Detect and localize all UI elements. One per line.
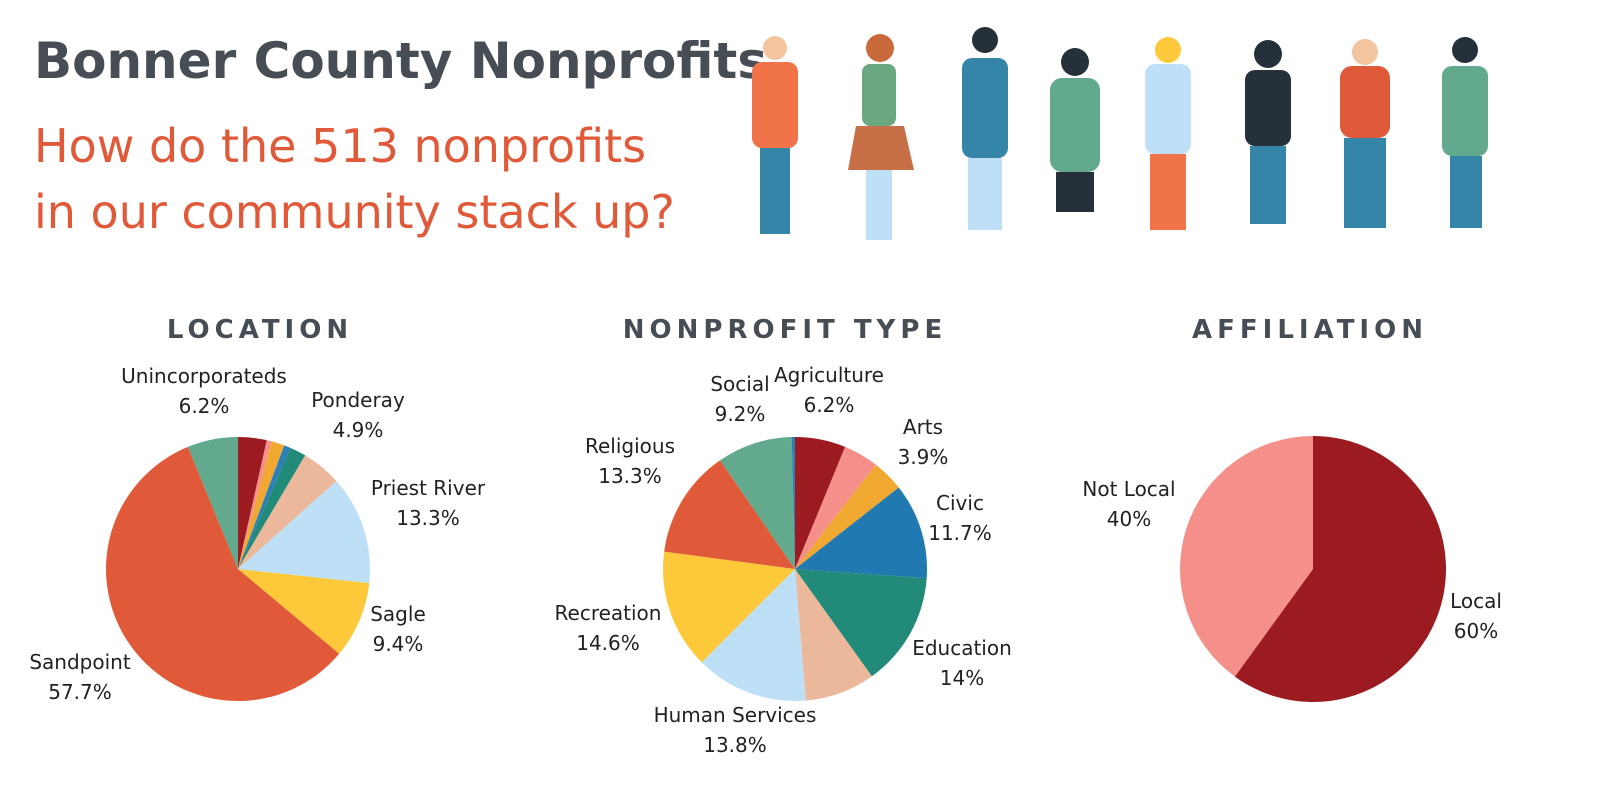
- person: [1145, 37, 1191, 230]
- person: [962, 27, 1008, 230]
- pie-slice: [238, 455, 337, 569]
- pie-slice: [795, 569, 872, 701]
- person: [1245, 40, 1291, 224]
- pie-slice: [238, 445, 291, 569]
- subtitle-line: How do the 513 nonprofits: [34, 119, 646, 173]
- pie-slice: [238, 440, 272, 569]
- slice-label: Agriculture: [774, 363, 884, 387]
- chart-title: NONPROFIT TYPE: [623, 315, 947, 345]
- pie-slice: [238, 437, 267, 569]
- slice-label: Sandpoint: [29, 650, 130, 674]
- slice-value-label: 60%: [1454, 619, 1498, 643]
- slice-label: Sagle: [370, 602, 426, 626]
- slice-value-label: 11.7%: [928, 521, 992, 545]
- pie-slice: [1180, 436, 1313, 677]
- slice-label: Religious: [585, 434, 675, 458]
- slice-value-label: 9.2%: [715, 402, 766, 426]
- pie-slice: [106, 446, 340, 701]
- person: [752, 36, 798, 234]
- people-illustration: [752, 27, 1488, 240]
- slice-value-label: 13.8%: [703, 733, 767, 757]
- chart-title: AFFILIATION: [1192, 315, 1428, 345]
- pie-slice: [238, 569, 370, 654]
- slice-label: Ponderay: [311, 388, 405, 412]
- pie-slice: [187, 437, 238, 569]
- person: [1050, 48, 1100, 212]
- slice-value-label: 9.4%: [373, 632, 424, 656]
- slice-value-label: 14%: [940, 666, 984, 690]
- pie-slice: [238, 441, 285, 569]
- pie-slice: [238, 447, 306, 569]
- slice-label: Social: [710, 372, 769, 396]
- pie-slice: [701, 569, 806, 701]
- subtitle-line: in our community stack up?: [34, 185, 675, 239]
- chart-title: LOCATION: [167, 315, 353, 345]
- slice-label: Unincorporateds: [121, 364, 287, 388]
- person: [1340, 39, 1390, 228]
- pie-slice: [795, 446, 876, 569]
- slice-value-label: 14.6%: [576, 631, 640, 655]
- pie-slice: [795, 437, 846, 569]
- slice-value-label: 6.2%: [804, 393, 855, 417]
- slice-label: Local: [1450, 589, 1502, 613]
- person: [848, 34, 914, 240]
- slice-label: Arts: [903, 415, 943, 439]
- slice-value-label: 3.9%: [898, 445, 949, 469]
- slice-label: Education: [912, 636, 1012, 660]
- page-title: Bonner County Nonprofits: [34, 32, 767, 90]
- pie-slice: [663, 551, 795, 663]
- slice-label: Priest River: [371, 476, 486, 500]
- slice-value-label: 57.7%: [48, 680, 112, 704]
- slice-label: Civic: [936, 491, 984, 515]
- slice-value-label: 13.3%: [598, 464, 662, 488]
- slice-label: Human Services: [654, 703, 817, 727]
- pie-slice: [1234, 436, 1446, 702]
- pie-slice: [238, 481, 371, 584]
- slice-value-label: 40%: [1107, 507, 1151, 531]
- person: [1442, 37, 1488, 228]
- slice-value-label: 13.3%: [396, 506, 460, 530]
- slice-label: Recreation: [555, 601, 662, 625]
- pie-slice: [795, 487, 928, 579]
- slice-value-label: 6.2%: [179, 394, 230, 418]
- pie-slice: [664, 460, 795, 569]
- pie-slice: [791, 437, 795, 569]
- pie-slice: [795, 464, 899, 569]
- pie-slice: [795, 569, 927, 677]
- pie-slice: [720, 437, 795, 569]
- slice-value-label: 4.9%: [333, 418, 384, 442]
- slice-label: Not Local: [1082, 477, 1175, 501]
